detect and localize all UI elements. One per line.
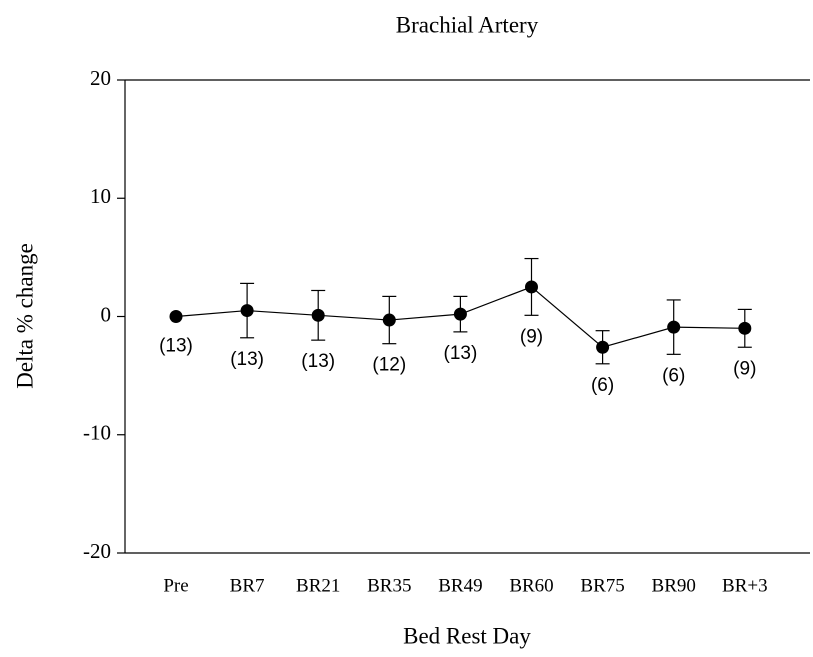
data-point [596, 340, 610, 354]
x-tick-label: BR49 [438, 575, 482, 596]
x-tick-label: BR90 [652, 575, 696, 596]
data-point [311, 308, 325, 322]
x-tick-label: Pre [163, 575, 188, 596]
n-label: (13) [159, 336, 193, 357]
x-tick-label: BR75 [580, 575, 624, 596]
y-tick-label: -10 [83, 421, 111, 445]
x-tick-label: BR60 [509, 575, 553, 596]
data-point [169, 310, 183, 323]
y-tick-label: 20 [90, 66, 111, 90]
data-point [240, 304, 254, 318]
x-tick-label: BR+3 [722, 575, 768, 596]
y-tick-label: -20 [83, 539, 111, 563]
y-tick-label: 10 [90, 184, 111, 208]
n-label: (12) [372, 355, 406, 376]
n-label: (6) [662, 365, 685, 386]
n-label: (13) [444, 343, 478, 364]
data-point [667, 320, 681, 334]
x-tick-label: BR7 [230, 575, 265, 596]
y-axis-label: Delta % change [12, 243, 37, 389]
y-tick-label: 0 [101, 302, 112, 326]
data-point [453, 307, 467, 321]
chart-title: Brachial Artery [396, 12, 539, 37]
x-tick-label: BR21 [296, 575, 340, 596]
n-label: (13) [230, 349, 264, 370]
data-point [525, 280, 538, 294]
n-label: (6) [591, 375, 614, 396]
data-point [738, 321, 752, 335]
n-label: (9) [733, 358, 756, 379]
x-axis-label: Bed Rest Day [403, 623, 531, 648]
x-tick-label: BR35 [367, 575, 411, 596]
n-label: (9) [520, 326, 543, 347]
n-label: (13) [301, 351, 335, 372]
data-point [382, 313, 396, 327]
